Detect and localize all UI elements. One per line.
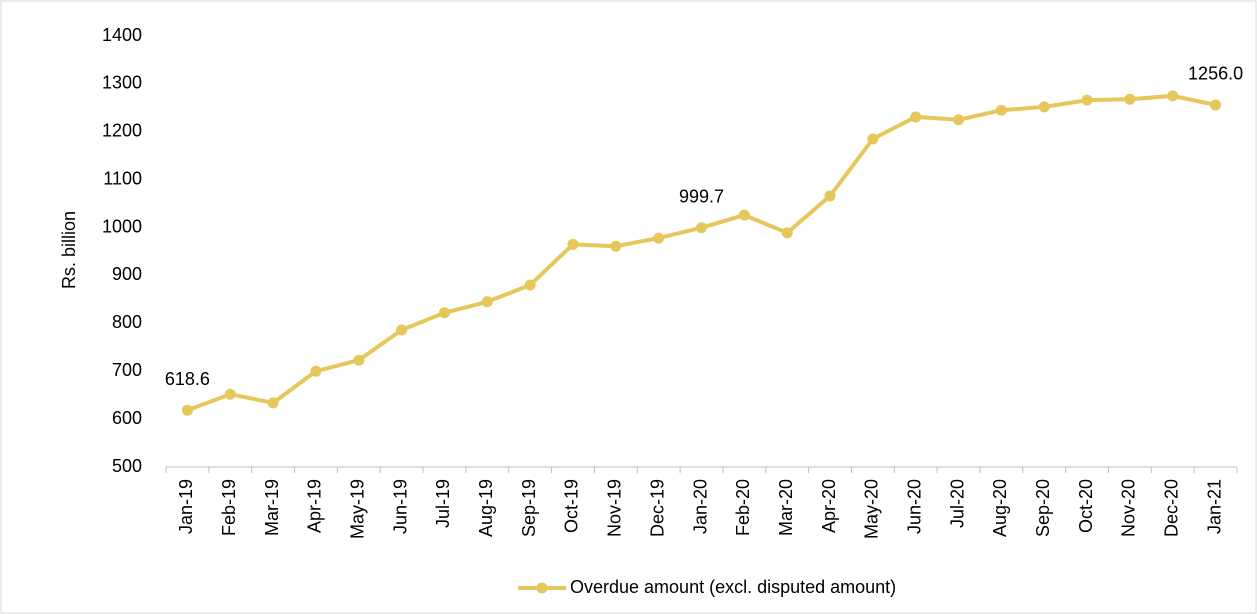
point: [1038, 101, 1050, 113]
x-tick-label: Oct-19: [562, 479, 582, 533]
y-tick-label: 1000: [102, 216, 142, 236]
y-tick-label: 500: [112, 456, 142, 476]
y-tick-label: 1400: [102, 25, 142, 45]
x-tick-label: Aug-19: [476, 479, 496, 537]
point: [824, 190, 836, 202]
point: [438, 307, 450, 319]
x-tick-label: Sep-19: [519, 479, 539, 537]
y-tick-label: 900: [112, 264, 142, 284]
point: [910, 111, 922, 123]
x-tick-label: Nov-20: [1119, 479, 1139, 537]
point: [224, 388, 236, 400]
x-tick-label: Dec-20: [1161, 479, 1181, 537]
legend-label: Overdue amount (excl. disputed amount): [570, 577, 896, 597]
x-tick-label: Jul-20: [947, 479, 967, 528]
x-tick-label: Mar-19: [262, 479, 282, 536]
x-tick-label: Jul-19: [433, 479, 453, 528]
x-tick-label: Feb-19: [219, 479, 239, 536]
y-axis-label: Rs. billion: [59, 211, 79, 289]
x-tick-label: Jan-19: [176, 479, 196, 534]
point: [524, 279, 536, 291]
point: [1210, 99, 1222, 111]
x-tick-label: Aug-20: [990, 479, 1010, 537]
x-tick-label: Jun-19: [390, 479, 410, 534]
y-tick-label: 700: [112, 360, 142, 380]
x-tick-label: Dec-19: [647, 479, 667, 537]
legend-marker: [536, 582, 548, 594]
y-tick-label: 1200: [102, 121, 142, 141]
point: [567, 238, 579, 250]
x-tick-label: Jan-20: [690, 479, 710, 534]
point: [353, 354, 365, 366]
point: [481, 296, 493, 308]
point: [181, 404, 193, 416]
y-tick-label: 1100: [103, 168, 142, 188]
point: [696, 222, 707, 234]
data-label: 618.6: [165, 369, 210, 389]
point: [738, 209, 750, 221]
x-tick-label: Apr-19: [305, 479, 325, 533]
point: [867, 133, 879, 145]
x-tick-label: Oct-20: [1076, 479, 1096, 533]
x-tick-label: May-20: [862, 479, 882, 539]
point: [1124, 93, 1136, 105]
data-label: 1256.0: [1188, 64, 1243, 84]
x-tick-label: Mar-20: [776, 479, 796, 536]
point: [995, 104, 1007, 116]
x-tick-label: Jun-20: [904, 479, 924, 534]
point: [781, 227, 793, 239]
point: [653, 232, 665, 244]
point: [396, 324, 408, 336]
y-tick-label: 1300: [102, 73, 142, 93]
point: [310, 365, 322, 377]
y-tick-label: 800: [112, 312, 142, 332]
y-tick-label: 600: [112, 408, 142, 428]
x-tick-label: Sep-20: [1033, 479, 1053, 537]
x-tick-label: Jan-21: [1204, 479, 1224, 534]
point: [1167, 90, 1179, 102]
x-tick-label: Feb-20: [733, 479, 753, 536]
data-label: 999.7: [679, 186, 724, 206]
x-tick-label: Nov-19: [605, 479, 625, 537]
x-tick-label: May-19: [348, 479, 368, 539]
point: [267, 397, 279, 409]
x-tick-label: Apr-20: [819, 479, 839, 533]
point: [1081, 94, 1093, 106]
point: [610, 240, 622, 252]
point: [953, 114, 965, 126]
